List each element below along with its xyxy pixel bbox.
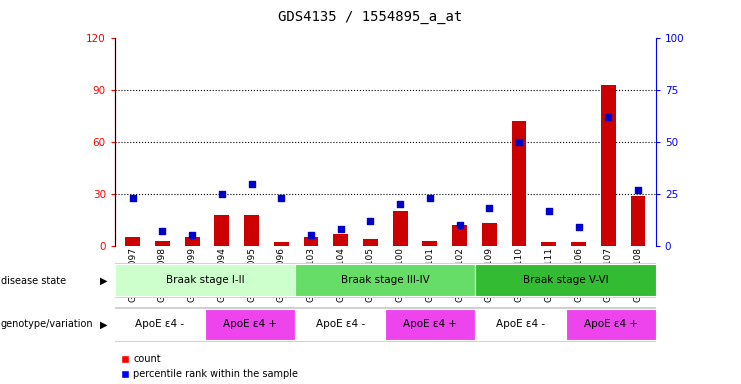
Bar	[155, 240, 170, 246]
Point	[246, 180, 258, 187]
Text: ApoE ε4 +: ApoE ε4 +	[584, 319, 638, 329]
Point	[276, 195, 288, 201]
Bar	[214, 215, 229, 246]
Bar	[295, 309, 385, 340]
Bar	[422, 240, 437, 246]
Point	[394, 201, 406, 207]
Text: ▶: ▶	[100, 276, 107, 286]
Bar	[393, 211, 408, 246]
Text: Braak stage I-II: Braak stage I-II	[166, 275, 245, 285]
Text: ApoE ε4 +: ApoE ε4 +	[403, 319, 457, 329]
Text: ▶: ▶	[100, 319, 107, 329]
Bar	[363, 239, 378, 246]
Legend: count, percentile rank within the sample: count, percentile rank within the sample	[120, 354, 299, 379]
Text: Braak stage III-IV: Braak stage III-IV	[341, 275, 430, 285]
Bar	[244, 215, 259, 246]
Bar	[476, 265, 656, 296]
Bar	[333, 233, 348, 246]
Text: ApoE ε4 -: ApoE ε4 -	[316, 319, 365, 329]
Bar	[115, 265, 295, 296]
Bar	[125, 237, 140, 246]
Point	[186, 232, 198, 238]
Bar	[205, 309, 295, 340]
Bar	[274, 242, 289, 246]
Point	[335, 226, 347, 232]
Point	[216, 191, 227, 197]
Text: disease state: disease state	[1, 276, 66, 286]
Point	[543, 207, 555, 214]
Point	[632, 187, 644, 193]
Bar	[115, 309, 205, 340]
Bar	[452, 225, 467, 246]
Bar	[601, 85, 616, 246]
Bar	[565, 309, 656, 340]
Point	[424, 195, 436, 201]
Bar	[631, 196, 645, 246]
Point	[573, 224, 585, 230]
Text: GDS4135 / 1554895_a_at: GDS4135 / 1554895_a_at	[279, 10, 462, 23]
Bar	[571, 242, 586, 246]
Point	[513, 139, 525, 145]
Bar	[476, 309, 565, 340]
Point	[453, 222, 465, 228]
Text: ApoE ε4 -: ApoE ε4 -	[136, 319, 185, 329]
Bar	[511, 121, 527, 246]
Bar	[185, 237, 199, 246]
Point	[365, 218, 376, 224]
Text: ApoE ε4 -: ApoE ε4 -	[496, 319, 545, 329]
Text: ApoE ε4 +: ApoE ε4 +	[223, 319, 277, 329]
Bar	[304, 237, 319, 246]
Point	[156, 228, 168, 234]
Point	[305, 232, 317, 238]
Bar	[482, 223, 496, 246]
Text: genotype/variation: genotype/variation	[1, 319, 93, 329]
Bar	[295, 265, 476, 296]
Point	[127, 195, 139, 201]
Point	[602, 114, 614, 120]
Point	[483, 205, 495, 212]
Text: Braak stage V-VI: Braak stage V-VI	[523, 275, 608, 285]
Bar	[385, 309, 476, 340]
Bar	[542, 242, 556, 246]
